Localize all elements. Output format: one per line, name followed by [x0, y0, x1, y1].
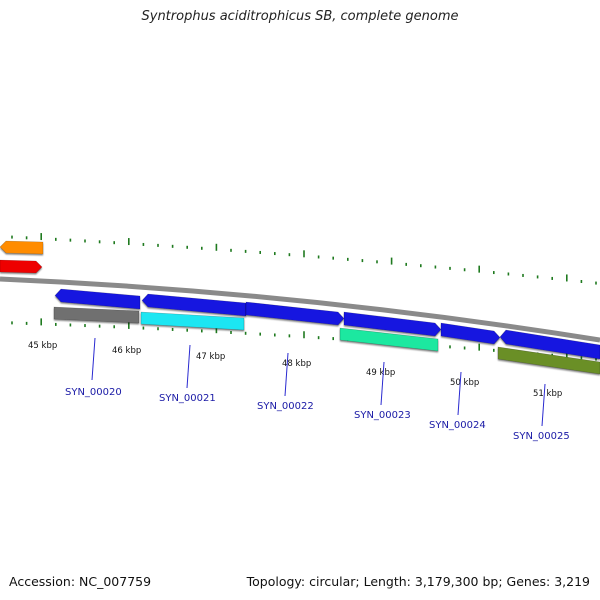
kbp-label: 51 kbp — [533, 389, 562, 399]
accession-text: Accession: NC_007759 — [9, 574, 152, 589]
genome-backbone — [0, 276, 600, 343]
gene-label[interactable]: SYN_00021 — [159, 393, 216, 404]
label-leader-line — [380, 361, 385, 406]
label-leader-line — [186, 344, 191, 389]
feature-arrow[interactable] — [440, 322, 501, 345]
label-leader-line — [457, 371, 462, 416]
genome-summary-text: Topology: circular; Length: 3,179,300 bp… — [246, 574, 590, 589]
feature-arrow[interactable] — [0, 259, 43, 274]
kbp-label: 50 kbp — [450, 378, 479, 388]
map-title: Syntrophus aciditrophicus SB, complete g… — [141, 9, 459, 24]
label-leader-line — [541, 383, 546, 427]
gene-label[interactable]: SYN_00025 — [513, 431, 570, 442]
gene-labels: SYN_00020 SYN_00021 SYN_00022 SYN_00023 SYN_… — [65, 337, 570, 442]
feature-arrow[interactable] — [141, 293, 247, 317]
feature-arrow[interactable] — [245, 301, 345, 326]
gene-label[interactable]: SYN_00024 — [429, 420, 486, 431]
kbp-label: 49 kbp — [366, 368, 395, 378]
kbp-labels: 45 kbp 46 kbp 47 kbp 48 kbp 49 kbp 50 kbp 51 k… — [28, 341, 562, 399]
gene-arrow-syn_00020[interactable] — [53, 306, 140, 324]
feature-arrow[interactable] — [499, 329, 600, 360]
outer-tick-marks — [11, 233, 597, 285]
feature-arrow[interactable] — [54, 288, 141, 310]
label-leader-line — [91, 337, 96, 381]
gene-label[interactable]: SYN_00023 — [354, 410, 411, 421]
feature-arrow[interactable] — [0, 240, 44, 255]
feature-arrow[interactable] — [343, 311, 442, 337]
kbp-label: 48 kbp — [282, 359, 311, 369]
kbp-label: 45 kbp — [28, 341, 57, 351]
feature-track — [0, 240, 600, 375]
gene-arrow-syn_00025[interactable] — [497, 346, 600, 375]
label-leader-line — [284, 352, 289, 397]
gene-arrow-syn_00021[interactable] — [140, 311, 245, 331]
kbp-label: 46 kbp — [112, 346, 141, 356]
gene-label[interactable]: SYN_00020 — [65, 387, 122, 398]
kbp-label: 47 kbp — [196, 352, 225, 362]
gene-label[interactable]: SYN_00022 — [257, 401, 314, 412]
gene-arrow-syn_00023[interactable] — [339, 327, 439, 352]
